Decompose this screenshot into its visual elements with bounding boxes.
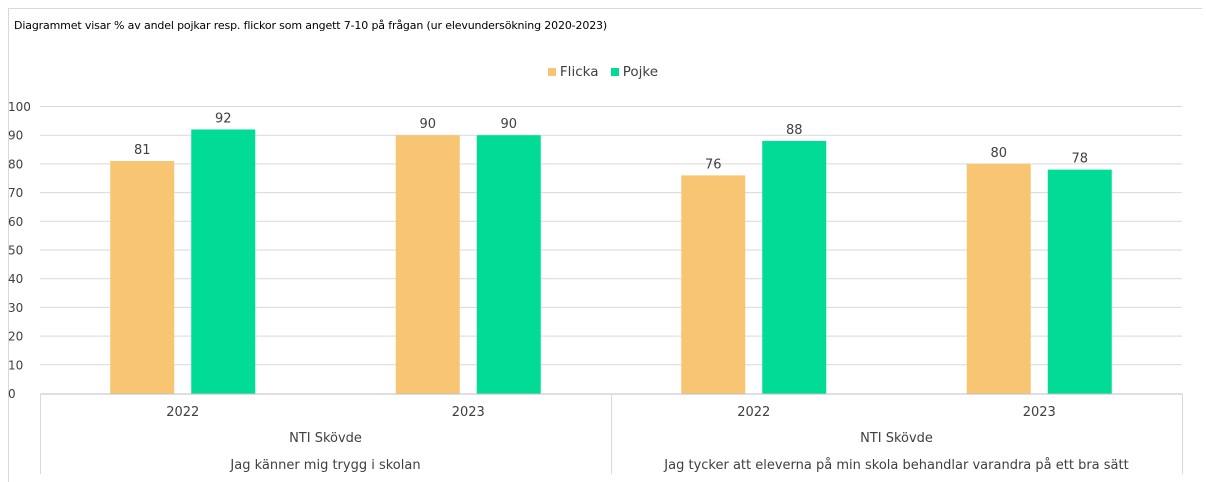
legend: Flicka Pojke: [0, 64, 1206, 80]
legend-label-pojke: Pojke: [622, 64, 659, 80]
x-group-label-school: NTI Skövde: [289, 431, 362, 446]
y-tick-label: 30: [8, 301, 23, 315]
y-tick-label: 90: [8, 129, 23, 143]
y-tick-label: 50: [8, 244, 23, 258]
bar-flicka-1: [395, 135, 460, 394]
data-label: 88: [786, 123, 803, 138]
legend-item-pojke[interactable]: Pojke: [610, 64, 659, 80]
data-label: 81: [134, 143, 151, 158]
bar-pojke-1: [476, 135, 541, 394]
x-group-label-question: Jag tycker att eleverna på min skola beh…: [663, 458, 1128, 473]
y-tick-label: 40: [8, 272, 23, 286]
y-tick-label: 0: [8, 387, 16, 401]
bar-flicka-2: [681, 175, 746, 394]
y-tick-label: 100: [8, 100, 31, 114]
bar-pojke-3: [1047, 169, 1112, 394]
legend-item-flicka[interactable]: Flicka: [547, 64, 599, 80]
data-label: 80: [990, 146, 1007, 161]
legend-label-flicka: Flicka: [559, 64, 599, 80]
data-label: 92: [215, 111, 232, 126]
x-group-label-question: Jag känner mig trygg i skolan: [229, 458, 420, 473]
y-tick-label: 20: [8, 330, 23, 344]
x-tick-label-year: 2023: [1023, 405, 1056, 420]
data-label: 76: [705, 157, 722, 172]
x-tick-label-year: 2023: [452, 405, 485, 420]
bar-flicka-0: [110, 161, 175, 394]
y-tick-label: 80: [8, 157, 23, 171]
bar-flicka-3: [966, 163, 1031, 394]
x-tick-label-year: 2022: [166, 405, 199, 420]
y-tick-label: 60: [8, 215, 23, 229]
legend-swatch-pojke: [610, 68, 619, 76]
y-tick-label: 10: [8, 358, 23, 372]
x-group-label-school: NTI Skövde: [860, 431, 933, 446]
bar-pojke-0: [191, 129, 256, 394]
data-label: 90: [500, 117, 517, 132]
chart-title: Diagrammet visar % av andel pojkar resp.…: [14, 19, 608, 32]
chart-frame: [8, 8, 1202, 482]
legend-swatch-flicka: [547, 68, 556, 76]
data-label: 90: [419, 117, 436, 132]
y-tick-label: 70: [8, 186, 23, 200]
x-tick-label-year: 2022: [737, 405, 770, 420]
data-label: 78: [1071, 152, 1088, 167]
bar-pojke-2: [762, 140, 827, 394]
